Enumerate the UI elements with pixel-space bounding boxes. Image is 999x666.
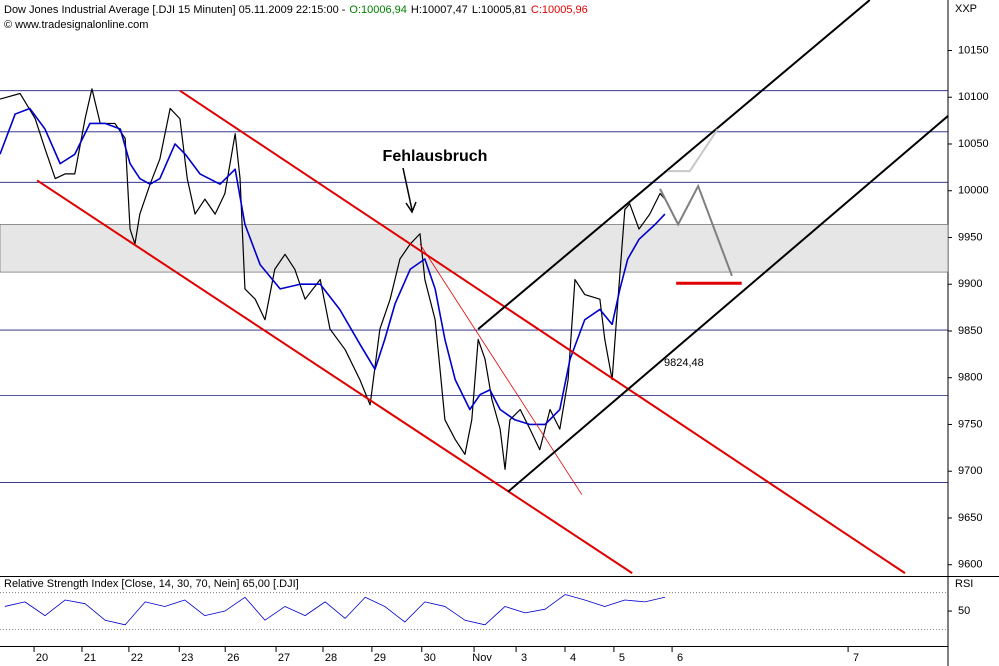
y-tick-label: 9650 bbox=[958, 512, 982, 524]
trend-line bbox=[477, 0, 871, 330]
x-tick-label: 26 bbox=[227, 652, 239, 664]
rsi-title: Relative Strength Index [Close, 14, 30, … bbox=[4, 578, 299, 590]
source: © www.tradesignalonline.com bbox=[4, 19, 148, 31]
rsi-axis-label: RSI bbox=[955, 578, 973, 590]
x-tick-label: 5 bbox=[619, 652, 625, 664]
trend-line bbox=[179, 89, 906, 574]
chart-header: Dow Jones Industrial Average [.DJI 15 Mi… bbox=[4, 4, 588, 16]
trend-line bbox=[667, 128, 719, 173]
series-line bbox=[4, 594, 666, 626]
x-tick-label: 30 bbox=[424, 652, 436, 664]
chart-title: Dow Jones Industrial Average [.DJI 15 Mi… bbox=[4, 4, 346, 16]
annotation: 9824,48 bbox=[664, 357, 704, 369]
series-line bbox=[0, 107, 666, 426]
y-tick-label: 9800 bbox=[958, 372, 982, 384]
x-tick-label: 3 bbox=[521, 652, 527, 664]
y-tick-label: 10050 bbox=[958, 138, 989, 150]
y-tick-label: 10150 bbox=[958, 44, 989, 56]
y-axis-label: XXP bbox=[955, 3, 977, 15]
y-tick-label: 9850 bbox=[958, 325, 982, 337]
price-zone bbox=[0, 224, 949, 273]
y-tick-label: 9900 bbox=[958, 278, 982, 290]
x-tick-label: 4 bbox=[570, 652, 576, 664]
y-tick-label: 9750 bbox=[958, 418, 982, 430]
y-tick-label: 9600 bbox=[958, 559, 982, 571]
series-line bbox=[0, 88, 666, 470]
y-tick-label: 50 bbox=[958, 605, 970, 617]
y-tick-label: 9950 bbox=[958, 231, 982, 243]
x-tick-label: Nov bbox=[472, 652, 492, 664]
quote-value: O:10006,94 bbox=[349, 4, 407, 16]
trend-line bbox=[36, 179, 633, 574]
quote-value: H:10007,47 bbox=[411, 4, 468, 16]
y-tick-label: 10000 bbox=[958, 185, 989, 197]
x-tick-label: 28 bbox=[325, 652, 337, 664]
x-tick-label: 29 bbox=[374, 652, 386, 664]
x-tick-label: 7 bbox=[853, 652, 859, 664]
annotation: Fehlausbruch bbox=[383, 148, 488, 165]
x-tick-label: 22 bbox=[131, 652, 143, 664]
trend-line bbox=[507, 115, 949, 493]
quote-value: L:10005,81 bbox=[472, 4, 527, 16]
x-tick-label: 20 bbox=[36, 652, 48, 664]
quote-value: C:10005,96 bbox=[531, 4, 588, 16]
y-tick-label: 9700 bbox=[958, 465, 982, 477]
x-tick-label: 27 bbox=[278, 652, 290, 664]
trend-line bbox=[659, 183, 733, 277]
y-tick-label: 10100 bbox=[958, 91, 989, 103]
x-tick-label: 23 bbox=[181, 652, 193, 664]
x-tick-label: 6 bbox=[677, 652, 683, 664]
annotation-arrow bbox=[402, 167, 417, 214]
x-tick-label: 21 bbox=[84, 652, 96, 664]
